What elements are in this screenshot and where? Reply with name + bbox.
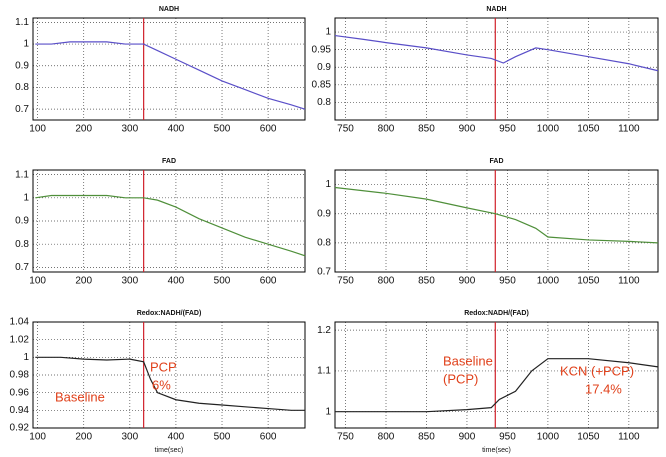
data-line xyxy=(335,358,659,413)
y-tick-label: 1.1 xyxy=(15,169,29,180)
x-tick-label: 800 xyxy=(378,124,395,135)
x-tick-label: 200 xyxy=(75,124,92,135)
x-tick-label: 500 xyxy=(214,124,231,135)
x-tick-label: 400 xyxy=(168,432,185,443)
x-tick-label: 1000 xyxy=(537,276,560,287)
x-tick-label: 600 xyxy=(260,124,277,135)
data-line xyxy=(35,194,306,257)
x-tick-label: 950 xyxy=(499,124,516,135)
y-tick-label: 1.2 xyxy=(317,325,331,336)
panel-title: FAD xyxy=(490,158,504,165)
x-tick-label: 800 xyxy=(378,276,395,287)
x-tick-label: 1050 xyxy=(577,124,600,135)
plot-frame xyxy=(334,169,659,273)
plot-frame xyxy=(334,17,659,121)
x-tick-label: 850 xyxy=(418,276,435,287)
y-tick-label: 0.85 xyxy=(312,79,332,90)
panel-title: NADH xyxy=(486,6,506,13)
y-tick-label: 1 xyxy=(325,179,331,190)
x-tick-label: 1000 xyxy=(537,124,560,135)
y-tick-label: 1 xyxy=(23,352,29,363)
annotation: 17.4% xyxy=(585,381,622,396)
y-tick-label: 1 xyxy=(325,27,331,38)
x-tick-label: 750 xyxy=(337,432,354,443)
x-tick-label: 100 xyxy=(29,124,46,135)
annotation: KCN (+PCP) xyxy=(560,363,634,378)
x-axis-label: time(sec) xyxy=(155,447,184,454)
x-tick-label: 400 xyxy=(168,124,185,135)
y-tick-label: 0.95 xyxy=(312,44,332,55)
x-tick-label: 850 xyxy=(418,432,435,443)
x-tick-label: 1100 xyxy=(618,432,640,443)
x-tick-label: 200 xyxy=(75,432,92,443)
x-tick-label: 900 xyxy=(459,124,476,135)
annotation: Baseline xyxy=(55,389,105,404)
y-tick-label: 0.9 xyxy=(15,216,29,227)
plot-frame xyxy=(32,321,306,429)
annotation: Baseline xyxy=(443,353,493,368)
panel-title: FAD xyxy=(162,158,176,165)
panel-title: NADH xyxy=(159,6,179,13)
y-tick-label: 1 xyxy=(23,192,29,203)
plot-frame xyxy=(334,321,659,429)
x-tick-label: 600 xyxy=(260,276,277,287)
annotation: (PCP) xyxy=(443,371,478,386)
plot-frame xyxy=(32,169,306,273)
y-tick-label: 0.8 xyxy=(317,97,331,108)
x-tick-label: 750 xyxy=(337,276,354,287)
x-tick-label: 300 xyxy=(121,124,138,135)
y-tick-label: 0.8 xyxy=(15,239,29,250)
y-tick-label: 0.8 xyxy=(317,237,331,248)
x-tick-label: 500 xyxy=(214,276,231,287)
y-tick-label: 0.9 xyxy=(317,62,331,73)
x-tick-label: 950 xyxy=(499,276,516,287)
x-tick-label: 1050 xyxy=(577,276,600,287)
panel-title: Redox:NADH/(FAD) xyxy=(464,310,529,317)
x-tick-label: 300 xyxy=(121,276,138,287)
x-tick-label: 300 xyxy=(121,432,138,443)
y-tick-label: 1 xyxy=(325,406,331,417)
y-tick-label: 0.8 xyxy=(15,82,29,93)
data-line xyxy=(334,186,659,244)
y-tick-label: 1 xyxy=(23,39,29,50)
y-tick-label: 1.1 xyxy=(15,17,29,28)
x-tick-label: 600 xyxy=(260,432,277,443)
x-tick-label: 100 xyxy=(29,432,46,443)
annotation: PCP xyxy=(150,359,177,374)
x-tick-label: 900 xyxy=(459,276,476,287)
plot-frame xyxy=(32,17,306,121)
x-tick-label: 200 xyxy=(75,276,92,287)
x-tick-label: 950 xyxy=(499,432,516,443)
y-tick-label: 0.9 xyxy=(15,60,29,71)
y-tick-label: 0.9 xyxy=(317,208,331,219)
data-line xyxy=(35,356,305,411)
x-tick-label: 100 xyxy=(29,276,46,287)
x-tick-label: 800 xyxy=(378,432,395,443)
x-tick-label: 900 xyxy=(459,432,476,443)
data-line xyxy=(35,41,306,110)
y-tick-label: 0.98 xyxy=(10,370,30,381)
x-tick-label: 1100 xyxy=(618,124,640,135)
x-tick-label: 1000 xyxy=(537,432,560,443)
y-tick-label: 1.04 xyxy=(10,317,30,328)
y-tick-label: 0.7 xyxy=(317,267,331,278)
x-axis-label: time(sec) xyxy=(482,447,511,454)
y-tick-label: 1.02 xyxy=(10,334,30,345)
x-tick-label: 400 xyxy=(168,276,185,287)
x-tick-label: 1100 xyxy=(618,276,640,287)
x-tick-label: 1050 xyxy=(577,432,600,443)
x-tick-label: 750 xyxy=(337,124,354,135)
x-tick-label: 850 xyxy=(418,124,435,135)
x-tick-label: 500 xyxy=(214,432,231,443)
panel-title: Redox:NADH/(FAD) xyxy=(137,310,202,317)
y-tick-label: 0.7 xyxy=(15,104,29,115)
y-tick-label: 0.94 xyxy=(10,405,30,416)
y-tick-label: 1.1 xyxy=(317,366,331,377)
data-line xyxy=(334,34,659,72)
y-tick-label: 0.7 xyxy=(15,262,29,273)
annotation: 6% xyxy=(152,377,171,392)
y-tick-label: 0.92 xyxy=(10,423,30,434)
y-tick-label: 0.96 xyxy=(10,387,30,398)
